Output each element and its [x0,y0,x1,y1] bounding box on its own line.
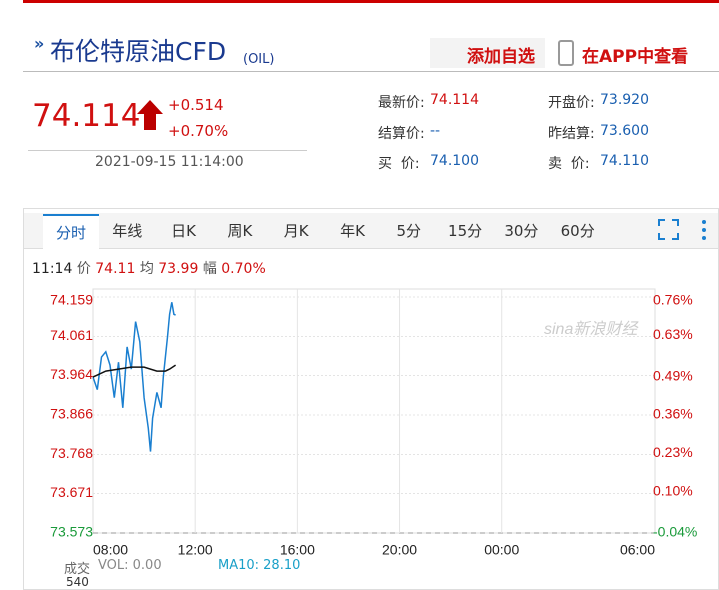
icon: » [34,34,45,53]
info-line: 11:14 价 74.11 均 73.99 幅 0.70% [32,258,266,278]
x-tick-label: 06:00 [620,542,655,558]
volume-label: 成交 [64,562,91,577]
title: 布伦特原油CFD [50,37,227,66]
up-arrow [137,100,163,130]
info-value: 0.70% [221,261,266,277]
tab[interactable]: 周K [227,222,253,240]
tab[interactable]: 月K [283,222,309,240]
quote-time: 2021-09-15 11:14:00 [95,154,244,170]
y-tick-label: 73.866 [50,406,93,422]
field-label: 买 价: [378,156,420,172]
info-label: 幅 [202,261,217,277]
field-value: 73.600 [600,122,649,139]
tab[interactable]: 年线 [112,222,143,240]
x-tick-label: 20:00 [382,542,417,558]
change: +0.514 [168,96,224,114]
add-watch[interactable]: 添加自选 [467,47,535,67]
field-value: 74.100 [430,153,479,169]
volume-tick: 540 [66,575,89,589]
field-label: 结算价: [378,125,425,142]
field-label: 开盘价: [548,95,595,111]
series-line [92,364,177,378]
field-value: 74.114 [430,92,479,108]
info-time: 11:14 [32,261,73,277]
y2-tick-label: 0.49% [653,367,693,383]
tab-bar [24,213,718,249]
tab[interactable]: 30分 [504,222,539,240]
y-tick-label: 74.061 [50,327,93,343]
x-tick-label: 12:00 [178,542,213,558]
tool-icons [658,219,706,240]
button-bg [430,38,545,68]
field-label: 卖 价: [548,156,590,172]
series-line [92,302,176,452]
divider [23,71,719,72]
y-tick-label: 74.159 [50,292,93,308]
volume-ma10: MA10: 28.10 [218,558,301,573]
tab[interactable]: 60分 [560,222,595,240]
x-tick-label: 08:00 [93,542,128,558]
tab[interactable]: 日K [171,222,197,240]
x-tick-label: 16:00 [280,542,315,558]
y2-tick-label: 0.63% [653,326,693,342]
watermark: sina新浪财经 [544,320,639,338]
tab[interactable]: 15分 [448,222,483,240]
phone-icon [558,40,574,66]
field-label: 昨结算: [548,125,595,142]
info-label: 价 [76,261,91,277]
info-value: 74.11 [95,261,136,277]
field-label: 最新价: [378,95,425,111]
code: (OIL) [243,52,275,67]
top-bar [23,0,719,3]
info-value: 73.99 [158,261,199,277]
y2-tick-label: 0.10% [653,482,693,498]
price: 74.114 [32,98,141,134]
field-value: -- [430,122,441,139]
y2-tick-label: -0.04% [653,524,697,540]
field-value: 74.110 [600,153,649,169]
y2-tick-label: 0.36% [653,406,693,422]
volume-vol: VOL: 0.00 [98,558,162,573]
y-tick-label: 73.573 [50,524,93,540]
tab[interactable]: 5分 [396,222,422,240]
change-pct: +0.70% [168,122,229,140]
tab[interactable]: 分时 [43,214,99,249]
app-view[interactable]: 在APP中查看 [582,47,689,67]
info-label: 均 [139,261,154,277]
tab[interactable]: 年K [340,222,365,240]
y-tick-label: 73.768 [50,445,93,461]
y-tick-label: 73.964 [50,366,93,382]
divider [28,150,307,151]
y-tick-label: 73.671 [50,484,93,500]
y2-tick-label: 0.23% [653,444,693,460]
y2-tick-label: 0.76% [653,292,693,308]
field-value: 73.920 [600,92,649,108]
x-tick-label: 00:00 [484,542,519,558]
